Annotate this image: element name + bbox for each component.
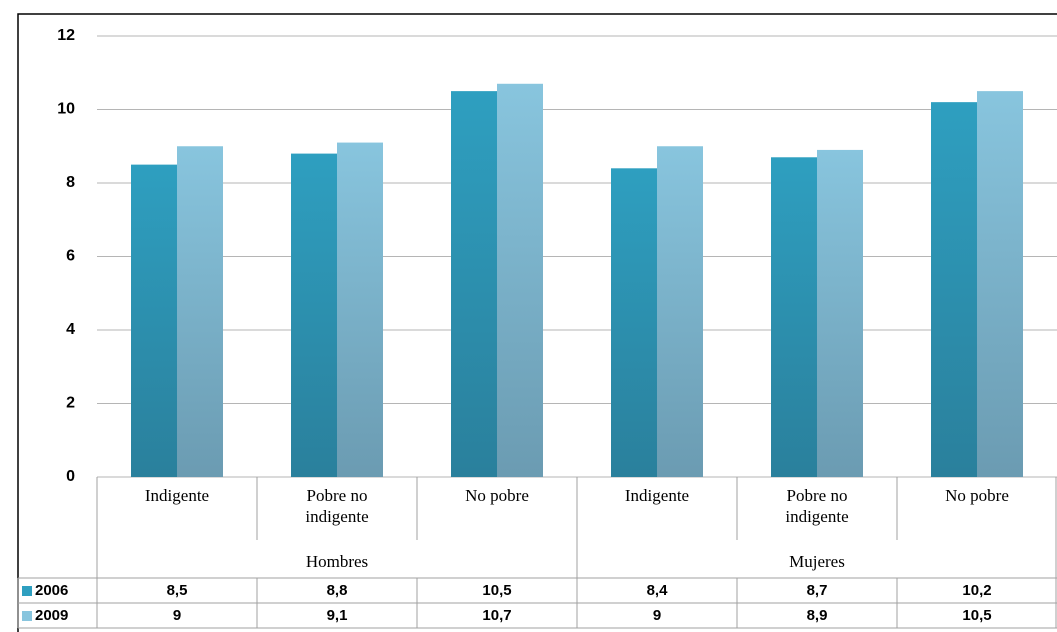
x-tick-label: Indigente: [144, 486, 210, 505]
legend-swatch: [22, 610, 32, 621]
chart-border: [17, 13, 1057, 632]
y-tick-label: 8: [66, 174, 75, 191]
y-tick-label: 10: [57, 101, 75, 118]
bar: [291, 153, 337, 477]
bar: [131, 164, 177, 477]
bar: [771, 157, 817, 477]
data-label: 9: [172, 607, 182, 624]
bar: [657, 146, 703, 477]
legend-swatch: [22, 585, 32, 596]
group-label: Hombres: [305, 551, 369, 571]
bar: [977, 91, 1023, 477]
legend-entry: 2009: [18, 603, 97, 628]
data-label: 9,1: [326, 607, 348, 624]
legend-label: 2009: [35, 607, 69, 624]
bar: [497, 83, 543, 478]
data-label: 9: [652, 607, 662, 624]
x-tick-label: Indigente: [624, 486, 690, 505]
data-label: 8,5: [166, 582, 188, 599]
data-label: 10,5: [962, 607, 992, 624]
legend-entry: 2006: [18, 578, 97, 603]
bar: [611, 168, 657, 478]
data-label: 8,7: [806, 582, 828, 599]
x-tick-label: Pobre no indigente: [785, 486, 849, 526]
x-tick-label: Pobre no indigente: [305, 486, 369, 526]
bar: [177, 146, 223, 477]
y-tick-label: 0: [66, 468, 75, 485]
data-label: 10,7: [482, 607, 512, 624]
y-tick-label: 2: [66, 395, 75, 412]
x-tick-label: No pobre: [945, 486, 1009, 505]
bar: [451, 91, 497, 477]
bar: [817, 149, 863, 478]
legend-label: 2006: [35, 582, 69, 599]
y-tick-label: 12: [57, 27, 75, 44]
bar: [931, 102, 977, 478]
data-label: 10,5: [482, 582, 512, 599]
data-label: 8,8: [326, 582, 348, 599]
x-tick-label: No pobre: [465, 486, 529, 505]
data-label: 10,2: [962, 582, 992, 599]
data-label: 8,9: [806, 607, 828, 624]
y-tick-label: 4: [66, 321, 75, 338]
y-tick-label: 6: [66, 248, 75, 265]
bar: [337, 142, 383, 477]
group-label: Mujeres: [789, 551, 845, 571]
data-label: 8,4: [646, 582, 668, 599]
